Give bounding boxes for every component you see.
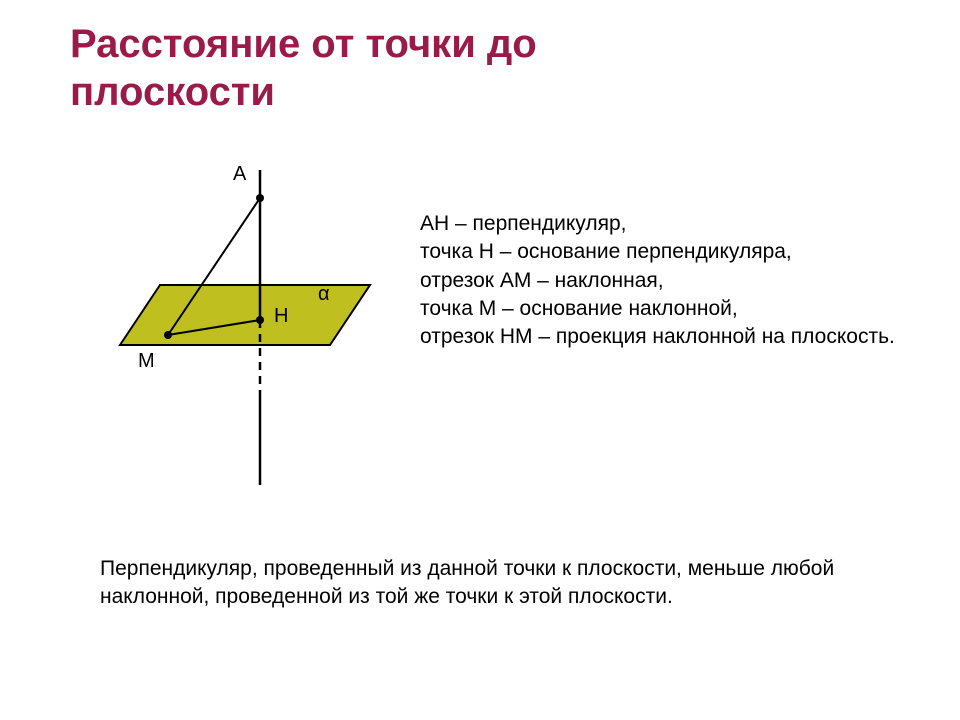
label-M: М — [138, 350, 155, 373]
plane-alpha — [120, 285, 370, 345]
label-H: Н — [274, 305, 288, 328]
def-line: отрезок АМ – наклонная, — [420, 267, 920, 295]
theorem-text: Перпендикуляр, проведенный из данной точ… — [100, 555, 880, 612]
point-A — [256, 194, 264, 202]
point-H — [256, 316, 264, 324]
def-line: точка Н – основание перпендикуляра, — [420, 238, 920, 266]
def-line: АН – перпендикуляр, — [420, 210, 920, 238]
title-text: Расстояние от точки доплоскости — [70, 22, 537, 114]
theorem-content: Перпендикуляр, проведенный из данной точ… — [100, 557, 834, 608]
label-A: А — [233, 163, 246, 186]
label-alpha: α — [318, 283, 330, 306]
diagram-svg — [70, 155, 390, 495]
definitions-block: АН – перпендикуляр, точка Н – основание … — [420, 210, 920, 352]
point-M — [164, 331, 172, 339]
slide-title: Расстояние от точки доплоскости — [70, 20, 537, 116]
def-line: отрезок НМ – проекция наклонной на плоск… — [420, 323, 920, 351]
geometry-diagram: А Н М α — [70, 155, 390, 495]
def-line: точка М – основание наклонной, — [420, 295, 920, 323]
